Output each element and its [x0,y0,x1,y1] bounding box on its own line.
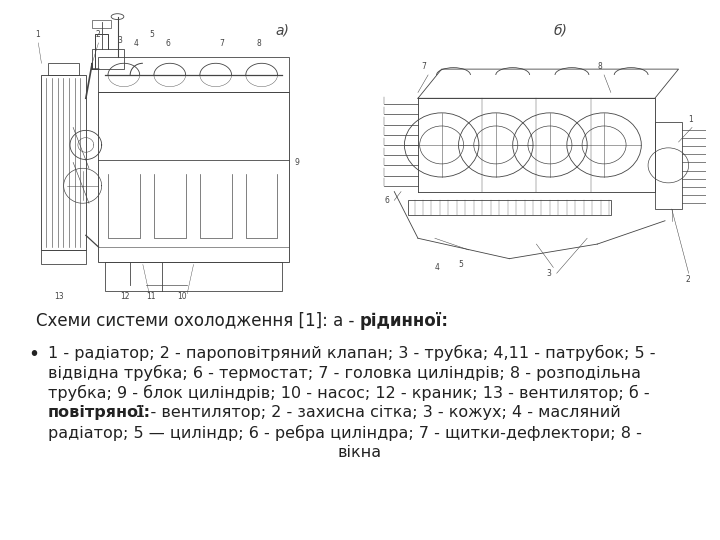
Text: •: • [28,345,39,363]
Text: Схеми системи охолодження [1]: а -: Схеми системи охолодження [1]: а - [37,312,360,329]
Bar [42,250,86,265]
Text: 3: 3 [117,36,122,45]
Text: 7: 7 [219,39,224,48]
Text: рідинної:: рідинної: [360,312,449,329]
Text: 2: 2 [685,275,690,284]
Bar [655,122,682,209]
Text: 11: 11 [146,293,156,301]
Text: 9: 9 [295,158,300,167]
Text: б): б) [553,23,567,37]
Text: 1: 1 [35,30,40,39]
Bar [99,57,289,92]
Text: 3: 3 [546,269,552,278]
Text: радіатор; 5 — циліндр; 6 - ребра циліндра; 7 - щитки-дефлектори; 8 -: радіатор; 5 — циліндр; 6 - ребра циліндр… [48,425,642,441]
Text: 1 - радіатор; 2 - пароповітряний клапан; 3 - трубка; 4,11 - патрубок; 5 -: 1 - радіатор; 2 - пароповітряний клапан;… [48,345,655,361]
Text: 7: 7 [421,62,426,71]
Bar [99,92,289,261]
Bar [48,63,79,75]
Text: трубка; 9 - блок циліндрів; 10 - насос; 12 - краник; 13 - вентилятор; б -: трубка; 9 - блок циліндрів; 10 - насос; … [48,384,649,401]
Text: вікна: вікна [338,445,382,460]
Text: 5: 5 [459,260,464,269]
Text: 1: 1 [689,114,693,124]
Text: 5: 5 [149,30,154,39]
Text: повітряної:: повітряної: [48,405,151,420]
Bar [408,200,611,215]
Text: а): а) [276,23,289,37]
Text: 10: 10 [178,293,187,301]
Bar [105,261,282,291]
Text: 13: 13 [54,293,64,301]
Bar [42,75,86,250]
Text: 6: 6 [384,196,389,205]
Text: 8: 8 [598,62,602,71]
Bar [92,49,124,69]
Text: відвідна трубка; 6 - термостат; 7 - головка циліндрів; 8 - розподільна: відвідна трубка; 6 - термостат; 7 - голо… [48,364,641,381]
Text: 2: 2 [95,30,100,39]
Text: 4: 4 [133,39,138,48]
Text: 1 - вентилятор; 2 - захисна сітка; 3 - кожух; 4 - масляний: 1 - вентилятор; 2 - захисна сітка; 3 - к… [130,405,621,420]
Text: 8: 8 [257,39,261,48]
Bar [92,19,111,28]
Text: 4: 4 [435,264,440,272]
Text: 6: 6 [165,39,170,48]
Text: 12: 12 [121,293,130,301]
